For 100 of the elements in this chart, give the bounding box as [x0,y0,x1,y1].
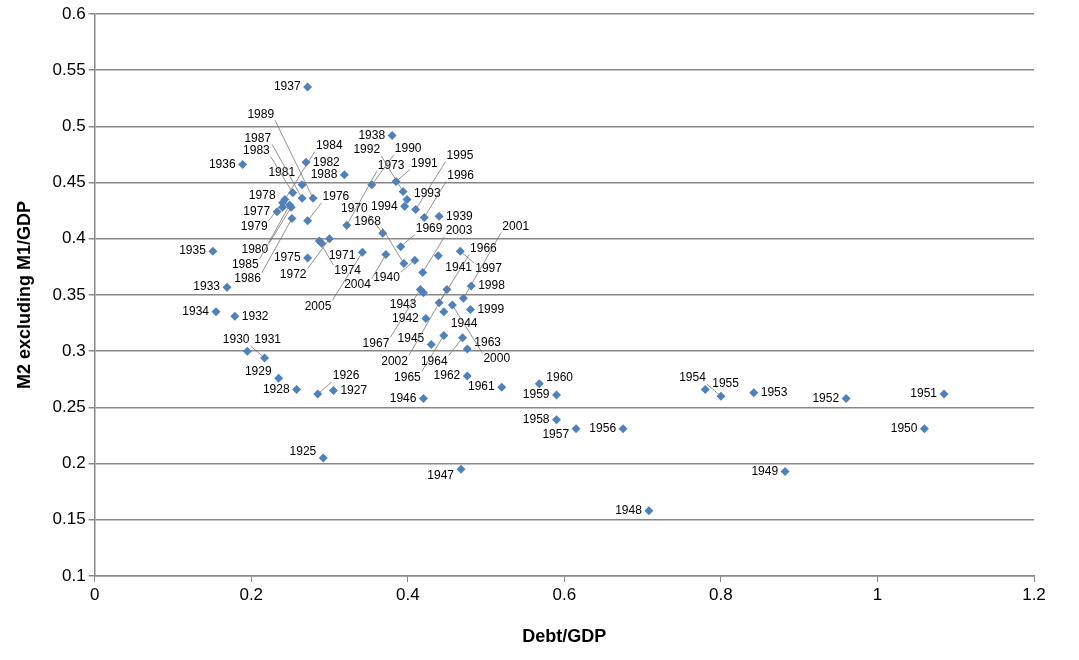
y-tick-label: 0.55 [52,59,86,79]
annotation: 1984 [315,137,343,152]
annotation: 1976 [322,189,350,204]
annotation: 1929 [244,364,272,379]
annotation: 1964 [420,354,448,369]
annotation: 2001 [502,218,530,233]
annotation: 1969 [415,220,443,235]
annotation: 1946 [389,390,417,405]
annotation: 1959 [522,387,550,402]
annotation: 1945 [397,330,425,345]
y-tick-label: 0.35 [52,284,86,304]
annotation: 1970 [341,201,369,216]
y-axis-title: M2 excluding M1/GDP [13,200,34,390]
annotation: 1952 [812,390,840,405]
annotation: 1991 [411,155,439,170]
annotation: 1954 [679,370,707,385]
annotation: 1947 [427,467,455,482]
annotation: 1988 [310,167,338,182]
annotation: 1998 [478,278,506,293]
annotation: 1972 [279,267,307,282]
annotation: 1928 [262,381,290,396]
annotation: 1933 [193,279,221,294]
annotation: 1974 [334,263,362,278]
annotation: 1940 [373,270,401,285]
y-tick-label: 0.3 [62,340,86,360]
annotation: 1981 [268,165,296,180]
annotation: 1990 [394,141,422,156]
annotation: 1977 [243,204,271,219]
annotation: 1992 [353,141,381,156]
annotation: 1949 [751,463,779,478]
annotation: 1983 [243,143,271,158]
annotation: 1994 [370,198,398,213]
y-tick-label: 0.15 [52,509,86,529]
annotation: 1938 [358,127,386,142]
annotation: 1943 [389,297,417,312]
annotation: 1973 [377,157,405,172]
annotation: 1935 [179,243,207,258]
annotation: 1926 [332,368,360,383]
annotation: 1942 [392,310,420,325]
annotation: 1944 [450,316,478,331]
annotation: 1963 [474,335,502,350]
annotation: 2004 [344,276,372,291]
x-tick-label: 0 [89,584,100,604]
y-tick-label: 0.5 [62,116,86,136]
annotation: 1957 [542,427,570,442]
annotation: 1956 [589,421,617,436]
annotation: 1927 [340,382,368,397]
annotation: 1999 [477,301,505,316]
annotation: 1997 [475,261,503,276]
annotation: 1939 [446,208,474,223]
annotation: 1982 [313,154,341,169]
annotation: 1979 [240,219,268,234]
annotation: 1948 [615,503,643,518]
x-tick-label: 0.2 [239,584,264,604]
y-tick-label: 0.2 [62,453,86,473]
annotation: 1987 [244,130,272,145]
x-tick-label: 0.8 [709,584,733,604]
annotation: 1971 [328,247,356,262]
annotation: 1986 [234,270,262,285]
annotation: 1955 [712,375,740,390]
annotation: 1966 [470,241,498,256]
annotation: 1960 [546,370,574,385]
annotation: 1967 [362,335,390,350]
annotation: 1950 [890,421,918,436]
x-tick-label: 0.4 [395,584,420,604]
y-tick-label: 0.25 [52,397,86,417]
x-tick-label: 1 [872,584,883,604]
annotation: 2002 [381,353,409,368]
y-tick-label: 0.6 [62,3,86,23]
annotation: 1993 [414,185,442,200]
annotation: 1978 [248,187,276,202]
annotation: 1953 [760,385,788,400]
annotation: 2005 [304,298,332,313]
annotation: 1925 [289,444,317,459]
annotation: 1958 [522,412,550,427]
annotation: 1951 [910,386,938,401]
annotation: 1932 [241,308,269,323]
y-tick-label: 0.45 [52,172,86,192]
annotation: 1996 [447,167,475,182]
annotation: 1985 [231,257,259,272]
annotation: 1961 [468,379,496,394]
annotation: 1989 [247,106,275,121]
annotation: 2000 [483,351,511,366]
annotation: 1965 [394,369,422,384]
annotation: 1931 [254,331,282,346]
x-tick-label: 1.2 [1022,584,1046,604]
x-tick-label: 0.6 [552,584,577,604]
annotation: 1934 [182,304,210,319]
annotation: 1962 [433,368,461,383]
x-axis-title: Debt/GDP [522,626,607,647]
annotation: 1995 [446,147,474,162]
annotation: 1941 [445,259,473,274]
annotation: 1937 [273,79,301,94]
annotation: 1936 [208,156,236,171]
y-tick-label: 0.1 [62,565,86,585]
annotation: 2003 [445,222,473,237]
annotation: 1930 [222,332,250,347]
annotation: 1968 [354,213,382,228]
annotation: 1975 [273,250,301,265]
annotation: 1980 [241,241,269,256]
